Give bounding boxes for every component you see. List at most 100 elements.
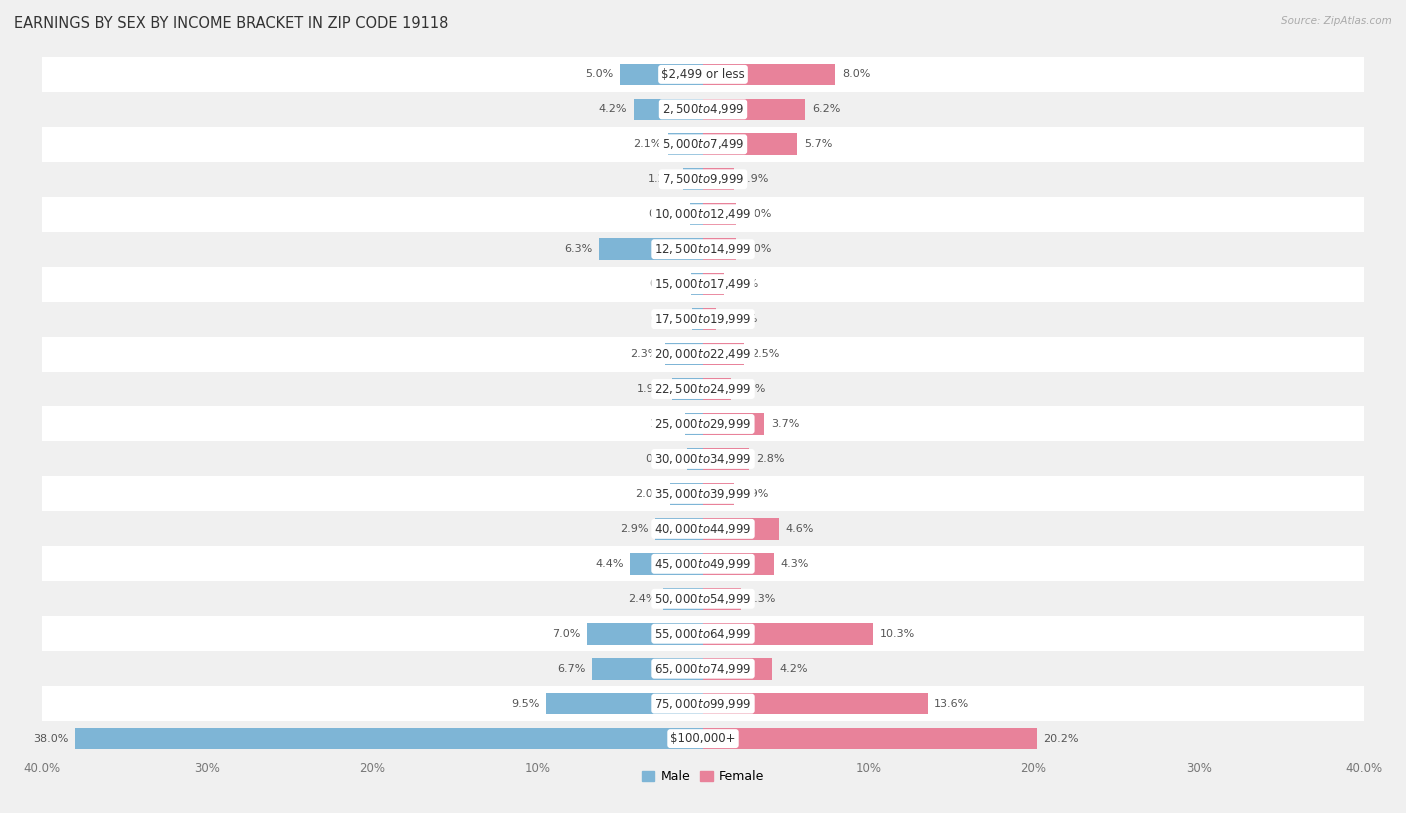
Bar xyxy=(634,98,703,120)
Bar xyxy=(42,406,1364,441)
Text: 2.5%: 2.5% xyxy=(751,349,779,359)
Bar xyxy=(42,267,1364,302)
Text: 0.68%: 0.68% xyxy=(650,314,685,324)
Bar xyxy=(703,238,737,260)
Bar xyxy=(703,413,763,435)
Bar xyxy=(42,511,1364,546)
Text: $17,500 to $19,999: $17,500 to $19,999 xyxy=(654,312,752,326)
Text: 4.2%: 4.2% xyxy=(599,104,627,115)
Text: $2,499 or less: $2,499 or less xyxy=(661,68,745,80)
Bar xyxy=(692,273,703,295)
Text: 2.4%: 2.4% xyxy=(628,593,657,604)
Text: $30,000 to $34,999: $30,000 to $34,999 xyxy=(654,452,752,466)
Text: $75,000 to $99,999: $75,000 to $99,999 xyxy=(654,697,752,711)
Text: 6.2%: 6.2% xyxy=(813,104,841,115)
Text: 1.1%: 1.1% xyxy=(650,419,678,429)
Bar xyxy=(703,623,873,645)
Text: $10,000 to $12,499: $10,000 to $12,499 xyxy=(654,207,752,221)
Bar xyxy=(703,378,731,400)
Bar xyxy=(703,518,779,540)
Text: $45,000 to $49,999: $45,000 to $49,999 xyxy=(654,557,752,571)
Bar xyxy=(703,728,1036,750)
Text: 1.9%: 1.9% xyxy=(741,489,769,499)
Text: 1.9%: 1.9% xyxy=(637,384,665,394)
Text: 0.76%: 0.76% xyxy=(723,314,758,324)
Bar xyxy=(703,483,734,505)
Bar xyxy=(546,693,703,715)
Text: 4.4%: 4.4% xyxy=(595,559,624,569)
Bar xyxy=(42,581,1364,616)
Text: $22,500 to $24,999: $22,500 to $24,999 xyxy=(654,382,752,396)
Text: 0.72%: 0.72% xyxy=(650,279,685,289)
Text: $50,000 to $54,999: $50,000 to $54,999 xyxy=(654,592,752,606)
Bar xyxy=(42,302,1364,337)
Text: 10.3%: 10.3% xyxy=(880,628,915,639)
Bar xyxy=(664,588,703,610)
Bar xyxy=(630,553,703,575)
Bar xyxy=(692,308,703,330)
Text: 2.0%: 2.0% xyxy=(636,489,664,499)
Text: 6.3%: 6.3% xyxy=(564,244,592,254)
Text: $100,000+: $100,000+ xyxy=(671,733,735,745)
Text: 4.6%: 4.6% xyxy=(786,524,814,534)
Bar xyxy=(703,343,744,365)
Bar xyxy=(42,92,1364,127)
Text: 2.8%: 2.8% xyxy=(756,454,785,464)
Text: 0.95%: 0.95% xyxy=(645,454,681,464)
Bar xyxy=(703,658,772,680)
Bar xyxy=(703,98,806,120)
Text: $55,000 to $64,999: $55,000 to $64,999 xyxy=(654,627,752,641)
Bar xyxy=(703,168,734,190)
Text: 1.7%: 1.7% xyxy=(738,384,766,394)
Bar xyxy=(42,162,1364,197)
Bar xyxy=(42,651,1364,686)
Text: 8.0%: 8.0% xyxy=(842,69,870,80)
Bar xyxy=(42,721,1364,756)
Text: 13.6%: 13.6% xyxy=(934,698,970,709)
Text: 4.2%: 4.2% xyxy=(779,663,807,674)
Text: 2.3%: 2.3% xyxy=(630,349,658,359)
Bar xyxy=(75,728,703,750)
Text: 5.0%: 5.0% xyxy=(585,69,614,80)
Text: $7,500 to $9,999: $7,500 to $9,999 xyxy=(662,172,744,186)
Bar xyxy=(688,448,703,470)
Bar xyxy=(703,448,749,470)
Text: $15,000 to $17,499: $15,000 to $17,499 xyxy=(654,277,752,291)
Bar xyxy=(703,273,724,295)
Bar xyxy=(655,518,703,540)
Text: 2.9%: 2.9% xyxy=(620,524,648,534)
Bar xyxy=(592,658,703,680)
Text: $2,500 to $4,999: $2,500 to $4,999 xyxy=(662,102,744,116)
Bar xyxy=(685,413,703,435)
Bar xyxy=(672,378,703,400)
Text: 2.0%: 2.0% xyxy=(742,209,770,220)
Bar xyxy=(703,553,775,575)
Text: $35,000 to $39,999: $35,000 to $39,999 xyxy=(654,487,752,501)
Text: 6.7%: 6.7% xyxy=(557,663,586,674)
Text: 1.9%: 1.9% xyxy=(741,174,769,185)
Text: EARNINGS BY SEX BY INCOME BRACKET IN ZIP CODE 19118: EARNINGS BY SEX BY INCOME BRACKET IN ZIP… xyxy=(14,16,449,31)
Bar xyxy=(599,238,703,260)
Bar xyxy=(665,343,703,365)
Bar xyxy=(42,127,1364,162)
Bar xyxy=(703,203,737,225)
Bar xyxy=(42,616,1364,651)
Bar xyxy=(668,133,703,155)
Bar xyxy=(703,308,716,330)
Legend: Male, Female: Male, Female xyxy=(637,765,769,789)
Text: 1.2%: 1.2% xyxy=(648,174,676,185)
Bar xyxy=(703,588,741,610)
Bar xyxy=(42,372,1364,406)
Text: $25,000 to $29,999: $25,000 to $29,999 xyxy=(654,417,752,431)
Text: $65,000 to $74,999: $65,000 to $74,999 xyxy=(654,662,752,676)
Text: 4.3%: 4.3% xyxy=(780,559,808,569)
Bar xyxy=(703,133,797,155)
Text: $5,000 to $7,499: $5,000 to $7,499 xyxy=(662,137,744,151)
Bar xyxy=(690,203,703,225)
Bar xyxy=(42,197,1364,232)
Bar xyxy=(669,483,703,505)
Text: 20.2%: 20.2% xyxy=(1043,733,1078,744)
Text: $20,000 to $22,499: $20,000 to $22,499 xyxy=(654,347,752,361)
Bar xyxy=(42,476,1364,511)
Bar xyxy=(42,546,1364,581)
